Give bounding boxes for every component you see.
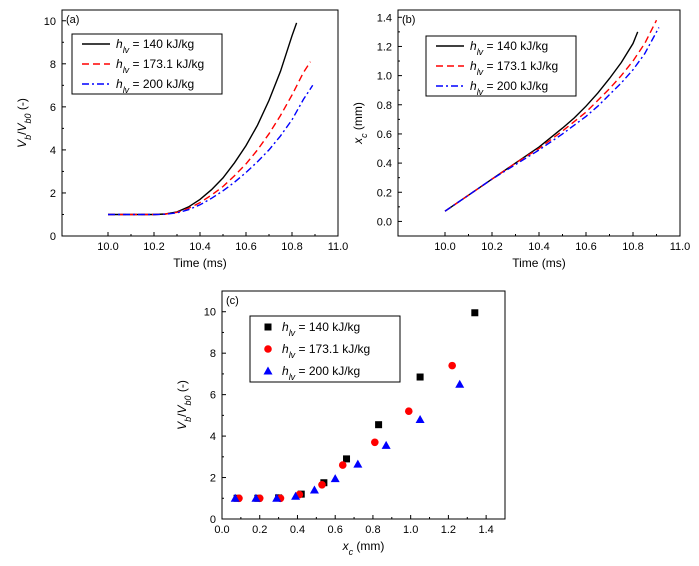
legend-label-1: hlv = 173.1 kJ/kg xyxy=(282,342,370,360)
x-tick-label: 10.0 xyxy=(97,241,118,253)
data-point-circle xyxy=(338,461,347,469)
data-point-circle xyxy=(371,438,379,447)
x-tick-label: 10.8 xyxy=(622,241,643,253)
x-tick-label: 11.0 xyxy=(328,241,349,253)
y-tick-label: 0.6 xyxy=(377,129,392,141)
y-tick-label: 0.4 xyxy=(377,158,392,170)
data-point-square xyxy=(416,373,424,381)
x-tick-label: 1.0 xyxy=(403,524,418,536)
x-tick-label: 10.0 xyxy=(434,241,455,253)
y-tick-label: 10 xyxy=(44,16,56,28)
x-tick-label: 0.4 xyxy=(290,524,305,536)
data-point-triangle xyxy=(455,379,465,388)
series-line-1 xyxy=(108,61,311,216)
x-axis-title: Time (ms) xyxy=(173,256,227,270)
legend-marker-triangle xyxy=(263,366,273,375)
data-point-circle xyxy=(318,481,326,489)
y-axis-title: Vb/Vb0 (-) xyxy=(15,98,33,148)
data-point-triangle xyxy=(272,493,282,502)
panel-label: (b) xyxy=(402,14,415,26)
panel-c: 0.0 0.2 0.4 0.6 0.8 1.0 1.2 1.4 0 2 4 6 8 10 (c) xc (mm… xyxy=(175,290,506,557)
y-axis-title: Vb/Vb0 (-) xyxy=(175,380,193,430)
y-tick-label: 2 xyxy=(50,188,56,200)
legend: hlv = 140 kJ/kg hlv = 173.1 kJ/kg hlv = 20… xyxy=(71,33,223,95)
panel-a: 10.0 10.2 10.4 10.6 10.8 11.0 0 2 4 6 8 10 (a) Time (… xyxy=(15,9,349,270)
y-tick-label: 6 xyxy=(210,390,216,402)
y-tick-label: 6 xyxy=(50,102,56,114)
x-tick-label: 10.2 xyxy=(143,241,164,253)
y-tick-label: 1.2 xyxy=(377,41,392,53)
y-tick-label: 0.8 xyxy=(377,100,392,112)
y-axis-title: xc (mm) xyxy=(351,102,369,145)
data-point-square xyxy=(471,309,479,317)
data-point-circle xyxy=(448,361,456,370)
plot-frame xyxy=(221,290,506,520)
y-tick-label: 2 xyxy=(210,473,216,485)
legend-marker-circle xyxy=(264,345,272,353)
x-tick-label: 0.0 xyxy=(214,524,229,536)
y-tick-label: 0 xyxy=(210,514,216,526)
legend-label-2: hlv = 200 kJ/kg xyxy=(116,77,194,95)
y-tick-label: 0.2 xyxy=(377,187,392,199)
y-tick-label: 4 xyxy=(50,145,56,157)
y-tick-label: 1.0 xyxy=(377,71,392,83)
y-tick-label: 0.0 xyxy=(377,216,392,228)
legend-marker-square xyxy=(264,323,272,331)
data-point-square xyxy=(375,421,383,429)
series-line-2 xyxy=(444,27,660,212)
legend-label-0: hlv = 140 kJ/kg xyxy=(116,37,194,55)
legend: hlv = 140 kJ/kg hlv = 173.1 kJ/kg hlv = 20… xyxy=(249,315,401,383)
x-tick-label: 1.2 xyxy=(441,524,456,536)
data-point-triangle xyxy=(415,415,425,424)
panel-label: (a) xyxy=(66,14,79,26)
legend-box xyxy=(249,315,401,383)
x-tick-label: 10.6 xyxy=(235,241,256,253)
data-point-triangle xyxy=(291,491,301,500)
x-tick-label: 10.4 xyxy=(189,241,210,253)
x-tick-label: 1.4 xyxy=(478,524,493,536)
legend-label-1: hlv = 173.1 kJ/kg xyxy=(470,59,558,77)
data-point-triangle xyxy=(381,440,391,449)
y-tick-label: 0 xyxy=(50,231,56,243)
x-tick-label: 10.2 xyxy=(481,241,502,253)
data-point-triangle xyxy=(251,493,261,502)
legend-label-1: hlv = 173.1 kJ/kg xyxy=(116,57,204,75)
data-point-triangle xyxy=(353,459,363,468)
legend-label-2: hlv = 200 kJ/kg xyxy=(282,364,360,382)
x-tick-label: 0.2 xyxy=(252,524,267,536)
y-tick-label: 1.4 xyxy=(377,12,392,24)
data-point-triangle xyxy=(230,493,240,502)
panel-label: (c) xyxy=(226,295,239,307)
data-point-square xyxy=(343,455,351,463)
y-tick-label: 8 xyxy=(50,59,56,71)
x-axis-title: xc (mm) xyxy=(342,539,385,557)
x-tick-label: 0.6 xyxy=(328,524,343,536)
x-tick-label: 10.4 xyxy=(528,241,549,253)
y-tick-label: 4 xyxy=(210,431,216,443)
y-tick-label: 8 xyxy=(210,348,216,360)
x-tick-label: 10.8 xyxy=(281,241,302,253)
x-tick-label: 10.6 xyxy=(575,241,596,253)
data-point-circle xyxy=(404,407,413,416)
x-tick-label: 0.8 xyxy=(365,524,380,536)
x-axis-title: Time (ms) xyxy=(512,256,566,270)
legend-label-2: hlv = 200 kJ/kg xyxy=(470,79,548,97)
panel-b: 10.0 10.2 10.4 10.6 10.8 11.0 0.0 0.2 0.4 0.6 0.8 1… xyxy=(351,9,691,270)
series-line-2 xyxy=(108,84,314,216)
legend-label-0: hlv = 140 kJ/kg xyxy=(282,320,360,338)
legend-label-0: hlv = 140 kJ/kg xyxy=(470,39,548,57)
data-point-triangle xyxy=(309,485,319,494)
legend: hlv = 140 kJ/kg hlv = 173.1 kJ/kg hlv = 20… xyxy=(425,35,577,97)
y-tick-label: 10 xyxy=(204,307,216,319)
data-point-triangle xyxy=(330,474,340,483)
x-tick-label: 11.0 xyxy=(670,241,691,253)
